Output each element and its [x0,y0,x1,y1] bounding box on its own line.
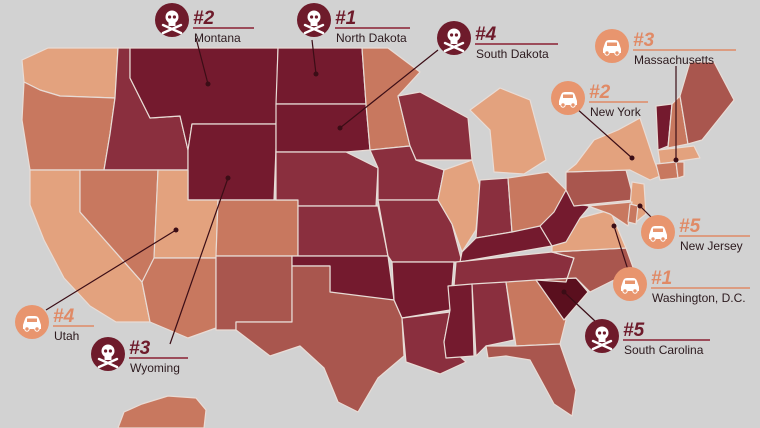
state-arizona [141,257,217,339]
callout-rank: #1 [651,268,672,289]
callout-new-jersey: #5 New Jersey [641,215,750,253]
state-north-carolina [535,247,635,293]
callout-state-name: South Carolina [624,343,704,357]
state-texas [235,265,405,413]
pin-utah [173,227,179,233]
callout-montana: #2 Montana [155,3,254,45]
state-north-dakota [275,47,367,105]
callout-state-name: Massachusetts [634,53,714,67]
car-icon [15,305,49,339]
state-colorado [215,199,299,257]
car-icon [595,29,629,63]
state-south-dakota [275,103,371,153]
state-georgia [505,279,567,347]
callout-north-dakota: #1 North Dakota [297,3,410,45]
skull-crossbones-icon [297,3,331,37]
car-icon [641,215,675,249]
state-alaska [117,395,207,428]
callout-rank: #5 [623,320,645,341]
state-michigan [469,87,547,175]
callout-new-york: #2 New York [551,81,648,119]
state-arkansas [391,261,455,319]
state-massachusetts [657,145,701,165]
car-icon [551,81,585,115]
pin-south-carolina [561,289,567,295]
callout-rank: #2 [193,8,215,29]
state-indiana [475,177,513,239]
callout-state-name: New Jersey [680,239,743,253]
skull-crossbones-icon [585,319,619,353]
car-icon [613,267,647,301]
pin-south-dakota [337,125,343,131]
state-nebraska [275,151,379,207]
state-new-mexico [215,255,293,331]
state-kansas [297,205,389,257]
callout-south-dakota: #4 South Dakota [437,21,558,61]
state-wyoming [187,123,277,201]
callout-state-name: Washington, D.C. [652,291,746,305]
callout-rank: #1 [335,8,356,29]
callout-state-name: New York [590,105,642,119]
state-delaware [627,203,639,225]
callout-washington-dc: #1 Washington, D.C. [613,267,750,305]
callout-rank: #5 [679,216,701,237]
state-florida [485,343,577,417]
callout-state-name: Montana [194,31,241,45]
callout-rank: #4 [475,24,497,45]
skull-crossbones-icon [155,3,189,37]
states-layer [21,47,735,428]
callout-state-name: North Dakota [336,31,407,45]
callout-rank: #2 [589,82,611,103]
callout-wyoming: #3 Wyoming [91,337,188,375]
callout-rank: #4 [53,306,75,327]
pin-new-york [629,155,635,161]
state-pennsylvania [565,169,635,207]
callout-rank: #3 [129,338,151,359]
callout-state-name: South Dakota [476,47,549,61]
state-rhode-island [675,161,685,179]
pin-massachusetts [673,157,679,163]
state-maryland [587,201,633,227]
state-mississippi [443,283,475,359]
skull-crossbones-icon [91,337,125,371]
callouts-layer: #2 Montana #1 North Dakota [15,3,750,375]
callout-state-name: Utah [54,329,79,343]
skull-crossbones-icon [437,21,471,55]
callout-state-name: Wyoming [130,361,180,375]
pin-new-jersey [637,203,643,209]
state-new-york [565,117,661,181]
state-maine [679,61,735,145]
state-illinois [437,159,481,253]
pin-montana [205,81,211,87]
state-alabama [471,281,515,357]
state-connecticut [655,161,679,181]
leaders-layer [45,37,679,345]
pin-wyoming [225,175,231,181]
pin-north-dakota [313,71,319,77]
callout-utah: #4 Utah [15,305,94,343]
callout-rank: #3 [633,30,655,51]
pin-washington-dc [611,223,617,229]
callout-south-carolina: #5 South Carolina [585,319,710,357]
callout-massachusetts: #3 Massachusetts [595,29,736,67]
